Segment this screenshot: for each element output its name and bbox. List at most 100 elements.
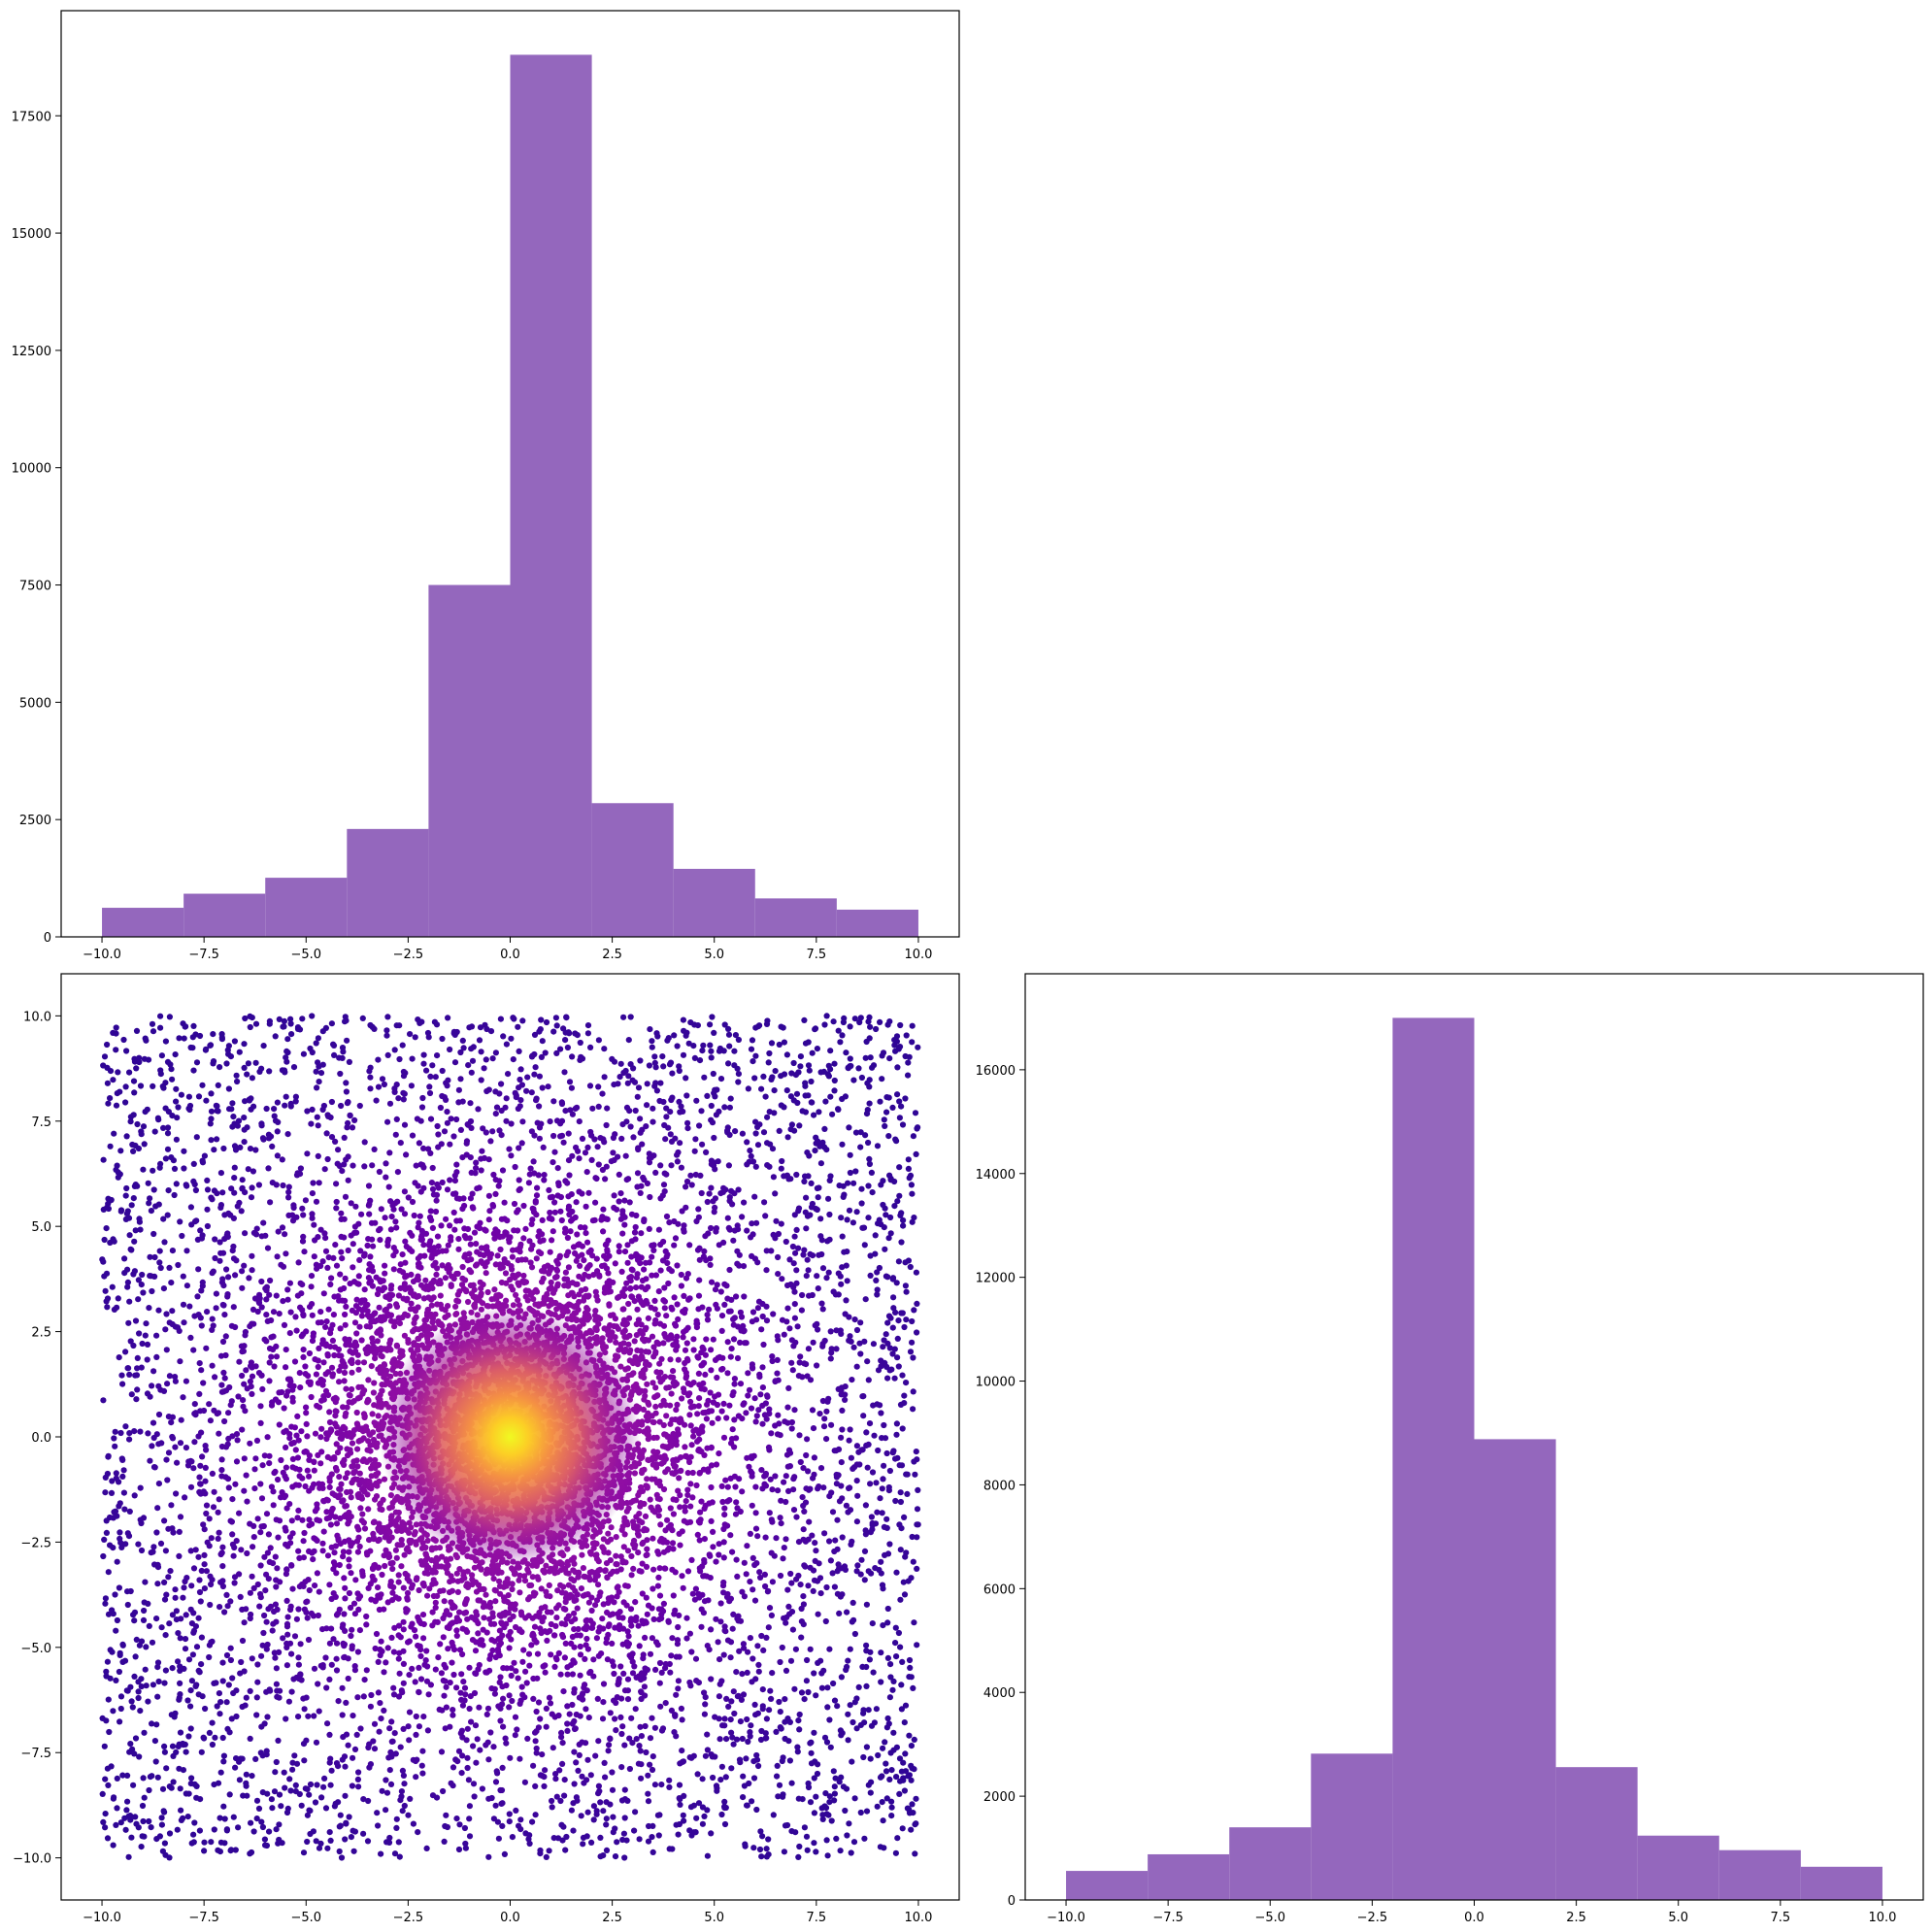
scatter-point [560, 1688, 567, 1695]
scatter-point [203, 1568, 210, 1575]
scatter-point [654, 1582, 662, 1589]
scatter-point [172, 1374, 179, 1381]
scatter-point [560, 1139, 567, 1146]
scatter-point [790, 1486, 797, 1493]
scatter-point [820, 1144, 828, 1150]
scatter-point [758, 1632, 765, 1640]
scatter-point [276, 1791, 283, 1798]
scatter-point [650, 1753, 656, 1760]
scatter-point [450, 1133, 457, 1140]
scatter-point [105, 1611, 113, 1617]
scatter-point [196, 1032, 204, 1040]
scatter-point [778, 1165, 784, 1172]
scatter-point [737, 1339, 744, 1346]
scatter-point [396, 1853, 403, 1860]
scatter-point [765, 1444, 773, 1450]
scatter-point [800, 1526, 807, 1533]
scatter-point [799, 1108, 806, 1115]
scatter-point [339, 1255, 346, 1262]
scatter-point [299, 1016, 306, 1022]
scatter-point [455, 1846, 463, 1853]
scatter-point [676, 1795, 683, 1802]
scatter-point [517, 1066, 524, 1073]
scatter-point [160, 1387, 168, 1394]
scatter-point [110, 1545, 117, 1551]
scatter-point [612, 1825, 618, 1832]
scatter-point [309, 1190, 316, 1197]
scatter-point [888, 1804, 895, 1811]
scatter-point [125, 1365, 132, 1372]
scatter-point [498, 1786, 506, 1794]
scatter-point [354, 1590, 361, 1597]
scatter-point [909, 1218, 916, 1225]
histogram-x-xtick-label: 10.0 [904, 948, 932, 962]
scatter-point [296, 1171, 304, 1178]
scatter-point [814, 1362, 820, 1369]
scatter-point [441, 1692, 448, 1699]
scatter-point [748, 1046, 755, 1052]
scatter-point [289, 1530, 296, 1537]
scatter-point [429, 1224, 436, 1231]
scatter-point [508, 1152, 515, 1159]
scatter-point [769, 1579, 777, 1585]
scatter-point [726, 1104, 734, 1111]
scatter-point [281, 1023, 287, 1030]
scatter-point [218, 1382, 225, 1388]
scatter-point [680, 1812, 686, 1818]
scatter-point [747, 1579, 753, 1585]
scatter-point [557, 1208, 564, 1215]
scatter-point [284, 1049, 291, 1056]
scatter-point [124, 1266, 131, 1273]
scatter-point [813, 1140, 819, 1147]
scatter-point [553, 1049, 560, 1056]
scatter-point [459, 1037, 466, 1044]
scatter-point [407, 1031, 414, 1038]
scatter-point [621, 1249, 629, 1255]
scatter-point [873, 1025, 880, 1033]
scatter-point [749, 1220, 755, 1227]
scatter-point [287, 1787, 294, 1794]
scatter-point [100, 1818, 107, 1825]
scatter-point [498, 1132, 505, 1139]
scatter-point [549, 1797, 555, 1805]
scatter-point [603, 1847, 611, 1853]
scatter-point [649, 1272, 655, 1279]
scatter-point [263, 1618, 270, 1625]
scatter-point [890, 1729, 897, 1736]
scatter-point [413, 1162, 419, 1169]
scatter-point [610, 1149, 616, 1156]
scatter-point [315, 1612, 321, 1619]
scatter-point [249, 1773, 255, 1780]
scatter-point [512, 1732, 518, 1739]
scatter-point [295, 1606, 302, 1613]
scatter-point [727, 1095, 734, 1102]
scatter-point [450, 1764, 457, 1771]
scatter-point [765, 1587, 772, 1594]
scatter-point [225, 1682, 232, 1688]
scatter-point [805, 1780, 812, 1787]
scatter-point [616, 1074, 623, 1081]
scatter-point [110, 1842, 117, 1849]
scatter-point [668, 1652, 675, 1659]
scatter-point [755, 1298, 763, 1305]
scatter-point [704, 1092, 711, 1099]
scatter-point [462, 1691, 469, 1698]
scatter-point [180, 1815, 186, 1821]
scatter-point [135, 1541, 142, 1548]
scatter-point [721, 1281, 728, 1287]
scatter-point [647, 1026, 653, 1033]
scatter-point [834, 1516, 841, 1523]
scatter-point [813, 1692, 819, 1699]
scatter-point [899, 1425, 906, 1432]
scatter-point [885, 1720, 892, 1727]
scatter-point [239, 1284, 246, 1291]
scatter-point [644, 1180, 651, 1187]
scatter-point [125, 1215, 133, 1221]
scatter-point [400, 1680, 407, 1686]
scatter-point [543, 1853, 550, 1860]
scatter-point [189, 1034, 196, 1041]
scatter-point [566, 1711, 573, 1717]
scatter-point [866, 1155, 873, 1162]
scatter-point [283, 1597, 290, 1604]
scatter-point [557, 1120, 564, 1127]
